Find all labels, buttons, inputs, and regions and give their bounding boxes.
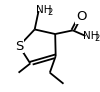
Text: NH: NH	[36, 5, 52, 15]
Text: 2: 2	[95, 34, 100, 43]
Text: 2: 2	[48, 8, 53, 17]
Text: S: S	[15, 39, 23, 53]
Text: O: O	[76, 10, 86, 23]
Text: NH: NH	[83, 31, 99, 41]
